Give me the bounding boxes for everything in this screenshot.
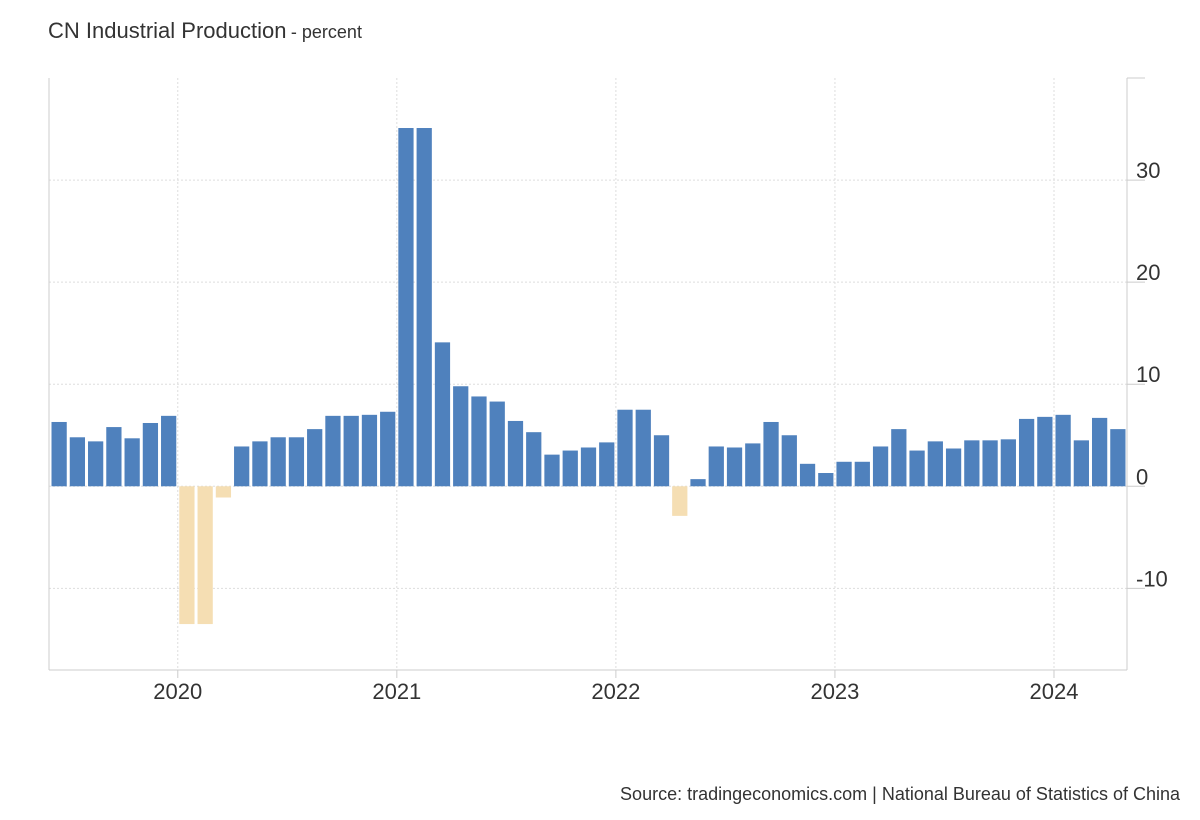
chart-header: CN Industrial Production - percent bbox=[48, 18, 362, 44]
bar bbox=[1055, 414, 1071, 487]
bar bbox=[416, 128, 432, 487]
bar bbox=[398, 128, 414, 487]
bar bbox=[234, 446, 250, 487]
bar bbox=[124, 438, 140, 487]
x-tick-label: 2020 bbox=[153, 679, 202, 704]
bar bbox=[781, 435, 797, 487]
bar bbox=[927, 441, 943, 487]
bar bbox=[69, 437, 86, 487]
bar bbox=[1018, 418, 1035, 487]
bar bbox=[726, 447, 743, 487]
bar bbox=[818, 473, 834, 487]
bar bbox=[434, 342, 451, 487]
bar bbox=[982, 440, 998, 487]
bar bbox=[88, 441, 104, 487]
x-tick-label: 2024 bbox=[1030, 679, 1079, 704]
bar bbox=[945, 448, 962, 487]
bar bbox=[471, 396, 487, 487]
y-tick-label: 20 bbox=[1136, 260, 1160, 285]
bar bbox=[580, 447, 597, 487]
bar bbox=[1073, 440, 1089, 487]
bar bbox=[526, 432, 542, 487]
bar bbox=[361, 414, 378, 487]
bar bbox=[106, 427, 122, 487]
bar bbox=[690, 479, 706, 487]
bar bbox=[453, 386, 469, 487]
bar bbox=[380, 411, 396, 487]
bar bbox=[325, 415, 341, 487]
bar bbox=[635, 409, 651, 487]
chart-subtitle: - percent bbox=[290, 22, 362, 42]
bar bbox=[1110, 429, 1126, 487]
bar-chart: -10 0 10 20 30 2020 2021 2022 2023 2024 bbox=[48, 77, 1168, 704]
bar bbox=[562, 450, 578, 487]
bar bbox=[489, 401, 505, 487]
bar bbox=[161, 415, 177, 487]
bar bbox=[799, 463, 816, 487]
bar bbox=[763, 421, 779, 487]
bar bbox=[617, 409, 633, 487]
x-tick-label: 2022 bbox=[591, 679, 640, 704]
bar bbox=[307, 429, 323, 487]
y-tick-label: 0 bbox=[1136, 464, 1148, 489]
bar bbox=[854, 461, 870, 487]
bar bbox=[343, 415, 359, 487]
bar bbox=[142, 422, 159, 487]
bar bbox=[507, 420, 524, 487]
bar bbox=[872, 446, 889, 487]
y-tick-label: 30 bbox=[1136, 158, 1160, 183]
bar bbox=[1091, 417, 1108, 487]
bar bbox=[1037, 416, 1053, 487]
bar bbox=[672, 486, 688, 516]
bar bbox=[836, 461, 852, 487]
bar bbox=[599, 442, 615, 487]
bar bbox=[1000, 439, 1016, 487]
y-tick-label: -10 bbox=[1136, 566, 1168, 591]
x-tick-label: 2023 bbox=[810, 679, 859, 704]
bar bbox=[964, 440, 980, 487]
bar bbox=[909, 450, 925, 487]
source-note: Source: tradingeconomics.com | National … bbox=[620, 784, 1180, 804]
bar bbox=[653, 435, 670, 487]
bar bbox=[288, 437, 305, 487]
y-tick-label: 10 bbox=[1136, 362, 1160, 387]
bar bbox=[270, 437, 286, 487]
chart-title: CN Industrial Production bbox=[48, 18, 287, 43]
bar bbox=[51, 421, 67, 487]
bar bbox=[179, 486, 195, 625]
bar bbox=[891, 429, 907, 487]
x-tick-label: 2021 bbox=[372, 679, 421, 704]
bar bbox=[544, 454, 560, 487]
bar bbox=[197, 486, 213, 625]
bar bbox=[252, 441, 268, 487]
bar bbox=[708, 446, 724, 487]
bar bbox=[745, 443, 761, 487]
bar bbox=[215, 486, 232, 498]
